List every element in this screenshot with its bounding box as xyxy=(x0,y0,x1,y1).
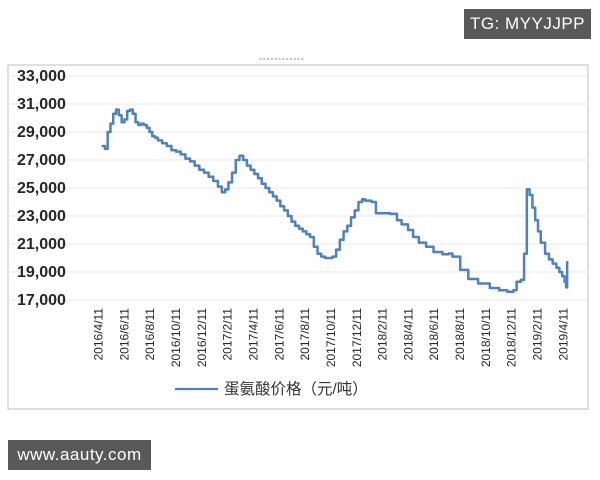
svg-text:2017/4/11: 2017/4/11 xyxy=(247,308,261,361)
svg-text:2017/6/11: 2017/6/11 xyxy=(272,308,286,361)
svg-text:2019/2/11: 2019/2/11 xyxy=(531,308,545,361)
svg-text:17,000: 17,000 xyxy=(17,292,66,309)
svg-text:25,000: 25,000 xyxy=(17,180,66,197)
svg-text:29,000: 29,000 xyxy=(17,124,66,141)
svg-text:2017/8/11: 2017/8/11 xyxy=(298,308,312,361)
svg-text:2016/4/11: 2016/4/11 xyxy=(92,308,106,361)
svg-text:2018/2/11: 2018/2/11 xyxy=(376,308,390,361)
svg-text:27,000: 27,000 xyxy=(17,152,66,169)
svg-text:2017/12/11: 2017/12/11 xyxy=(350,308,364,367)
svg-text:2018/12/11: 2018/12/11 xyxy=(505,308,519,367)
svg-text:蛋氨酸价格（元/吨）: 蛋氨酸价格（元/吨） xyxy=(224,380,368,398)
svg-text:2018/6/11: 2018/6/11 xyxy=(427,308,441,361)
svg-text:2019/4/11: 2019/4/11 xyxy=(556,308,570,361)
svg-text:23,000: 23,000 xyxy=(17,208,66,225)
svg-text:33,000: 33,000 xyxy=(17,68,66,85)
svg-text:2018/8/11: 2018/8/11 xyxy=(453,308,467,361)
svg-text:2016/6/11: 2016/6/11 xyxy=(117,308,131,361)
svg-text:2018/4/11: 2018/4/11 xyxy=(401,308,415,361)
svg-text:2017/2/11: 2017/2/11 xyxy=(221,308,235,361)
svg-text:2016/8/11: 2016/8/11 xyxy=(143,308,157,361)
svg-text:21,000: 21,000 xyxy=(17,236,66,253)
svg-text:2016/12/11: 2016/12/11 xyxy=(195,308,209,367)
svg-text:2017/10/11: 2017/10/11 xyxy=(324,308,338,367)
svg-text:31,000: 31,000 xyxy=(17,96,66,113)
svg-text:2018/10/11: 2018/10/11 xyxy=(479,308,493,367)
svg-text:19,000: 19,000 xyxy=(17,264,66,281)
svg-text:2016/10/11: 2016/10/11 xyxy=(169,308,183,367)
